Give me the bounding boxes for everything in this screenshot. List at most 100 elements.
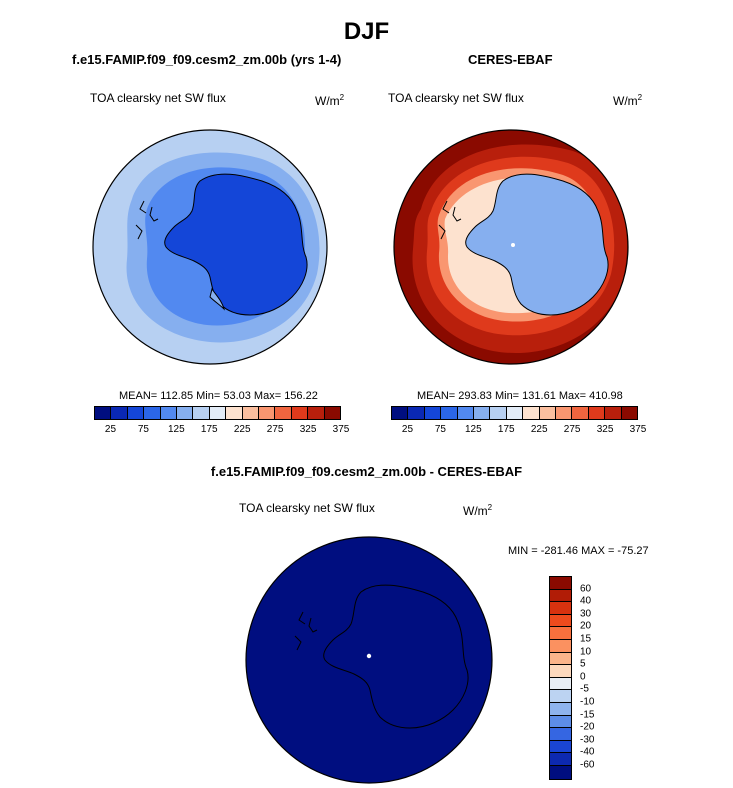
colorbar-swatch — [160, 407, 178, 419]
colorbar-tick-label: 375 — [629, 424, 647, 435]
colorbar-swatch — [474, 407, 491, 419]
colorbar-tick-label: 40 — [580, 595, 592, 607]
colorbar-tick-label: 225 — [233, 424, 251, 435]
obs-continent — [465, 173, 609, 316]
colorbar-swatch — [506, 407, 524, 419]
colorbar-swatch — [177, 407, 194, 419]
colorbar-swatch — [209, 407, 227, 419]
colorbar-swatch — [621, 407, 638, 419]
figure-title: DJF — [343, 18, 390, 45]
colorbar-tick-label: -30 — [580, 734, 595, 746]
colorbar-swatch — [572, 407, 589, 419]
colorbar-swatch — [242, 407, 260, 419]
obs-variable-label: TOA clearsky net SW flux — [388, 91, 524, 105]
colorbar-swatch — [550, 665, 571, 678]
model-stats: MEAN= 112.85 Min= 53.03 Max= 156.22 — [119, 390, 318, 402]
colorbar-tick-label: -10 — [580, 696, 595, 708]
colorbar-tick-label: 325 — [596, 424, 614, 435]
diff-panel-title: f.e15.FAMIP.f09_f09.cesm2_zm.00b - CERES… — [210, 464, 523, 479]
colorbar-tick-label: -40 — [580, 746, 595, 758]
colorbar-swatch — [550, 702, 571, 716]
colorbar-tick-label: 175 — [200, 424, 218, 435]
colorbar-swatch — [408, 407, 425, 419]
colorbar-swatch — [605, 407, 622, 419]
colorbar-swatch — [291, 407, 309, 419]
colorbar-tick-label: 275 — [266, 424, 284, 435]
colorbar-swatch — [392, 407, 409, 419]
colorbar-tick-label: 0 — [580, 671, 586, 683]
colorbar-tick-label: 20 — [580, 620, 592, 632]
colorbar-tick-label: 275 — [563, 424, 581, 435]
colorbar-swatch — [550, 765, 571, 779]
colorbar-swatch — [550, 614, 571, 628]
colorbar-swatch — [111, 407, 128, 419]
colorbar-swatch — [550, 652, 571, 666]
colorbar-tick-label: -15 — [580, 709, 595, 721]
colorbar-swatch — [550, 740, 571, 754]
diff-variable-label: TOA clearsky net SW flux — [239, 501, 375, 515]
colorbar-tick-label: 5 — [580, 658, 586, 670]
model-variable-label: TOA clearsky net SW flux — [90, 91, 226, 105]
colorbar-swatch — [523, 407, 540, 419]
colorbar-swatch — [424, 407, 442, 419]
colorbar-swatch — [550, 715, 571, 729]
colorbar-tick-label: 75 — [434, 424, 446, 435]
colorbar-swatch — [441, 407, 458, 419]
colorbar-swatch — [550, 728, 571, 741]
colorbar-tick-label: 175 — [497, 424, 515, 435]
colorbar-swatch — [259, 407, 276, 419]
colorbar-swatch — [490, 407, 507, 419]
colorbar-tick-label: 125 — [167, 424, 185, 435]
colorbar-swatch — [127, 407, 145, 419]
model-panel-title: f.e15.FAMIP.f09_f09.cesm2_zm.00b (yrs 1-… — [72, 52, 342, 67]
colorbar-swatch — [550, 677, 571, 691]
colorbar-swatch — [193, 407, 210, 419]
colorbar-swatch — [539, 407, 557, 419]
colorbar-swatch — [550, 589, 571, 603]
colorbar-swatch — [550, 753, 571, 766]
colorbar-swatch — [550, 602, 571, 615]
diff-units-label: W/m2 — [463, 503, 493, 518]
colorbar-swatch — [226, 407, 243, 419]
colorbar-swatch — [550, 639, 571, 653]
colorbar-swatch — [95, 407, 112, 419]
colorbar-swatch — [324, 407, 341, 419]
model-units-label: W/m2 — [315, 93, 345, 108]
colorbar-tick-label: -20 — [580, 721, 595, 733]
colorbar-tick-label: 125 — [464, 424, 482, 435]
colorbar-swatch — [556, 407, 573, 419]
colorbar-swatch — [550, 627, 571, 640]
colorbar-tick-label: 375 — [332, 424, 350, 435]
obs-panel-title: CERES-EBAF — [468, 52, 553, 67]
colorbar-swatch — [275, 407, 292, 419]
diff-stats: MIN = -281.46 MAX = -75.27 — [508, 545, 649, 557]
obs-colorbar: 25 75 125 175 225 275 325 375 — [391, 406, 646, 438]
colorbar-tick-label: 15 — [580, 633, 592, 645]
colorbar-swatch — [550, 577, 571, 590]
colorbar-swatch — [457, 407, 475, 419]
diff-polar-map — [245, 536, 493, 784]
obs-units-label: W/m2 — [613, 93, 643, 108]
colorbar-swatch — [308, 407, 325, 419]
obs-stats: MEAN= 293.83 Min= 131.61 Max= 410.98 — [417, 390, 623, 402]
colorbar-tick-label: 75 — [137, 424, 149, 435]
colorbar-tick-label: 225 — [530, 424, 548, 435]
colorbar-tick-label: 325 — [299, 424, 317, 435]
colorbar-tick-label: 25 — [104, 424, 117, 435]
colorbar-swatch — [550, 690, 571, 703]
colorbar-tick-label: 25 — [401, 424, 414, 435]
model-colorbar: 25 75 125 175 225 275 325 375 — [94, 406, 349, 438]
diff-continent-outline — [323, 584, 469, 729]
colorbar-tick-label: 30 — [580, 608, 592, 620]
colorbar-swatch — [588, 407, 606, 419]
colorbar-tick-label: -60 — [580, 759, 595, 771]
model-polar-map — [92, 129, 328, 365]
colorbar-tick-label: 60 — [580, 583, 592, 595]
colorbar-tick-label: 10 — [580, 646, 592, 658]
obs-polar-map — [393, 129, 629, 365]
diff-field — [246, 537, 492, 783]
model-peninsula — [209, 287, 225, 311]
diff-colorbar: 60 40 30 20 15 10 5 0 -5 -10 -15 -20 -30 -40 -60 — [549, 576, 629, 780]
colorbar-swatch — [144, 407, 161, 419]
colorbar-tick-label: -5 — [580, 683, 589, 695]
